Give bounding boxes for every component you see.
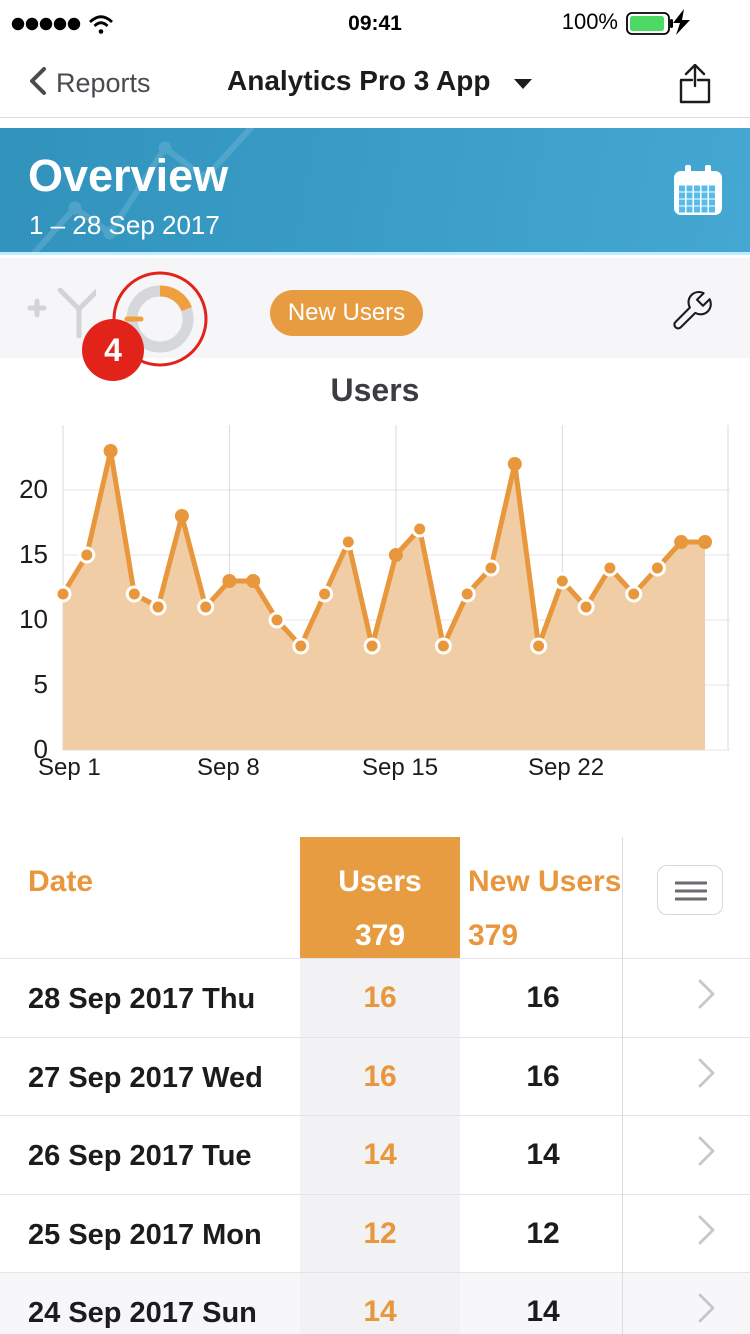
svg-text:Sep 1: Sep 1: [38, 754, 101, 781]
svg-text:Sep 8: Sep 8: [197, 754, 260, 781]
svg-text:15: 15: [19, 539, 48, 569]
svg-text:09:41: 09:41: [348, 12, 402, 35]
svg-text:5: 5: [34, 669, 48, 699]
svg-text:Sep 15: Sep 15: [362, 754, 438, 781]
svg-text:Sep 22: Sep 22: [528, 754, 604, 781]
svg-text:10: 10: [19, 604, 48, 634]
svg-text:20: 20: [19, 474, 48, 504]
svg-text:100%: 100%: [562, 9, 618, 34]
